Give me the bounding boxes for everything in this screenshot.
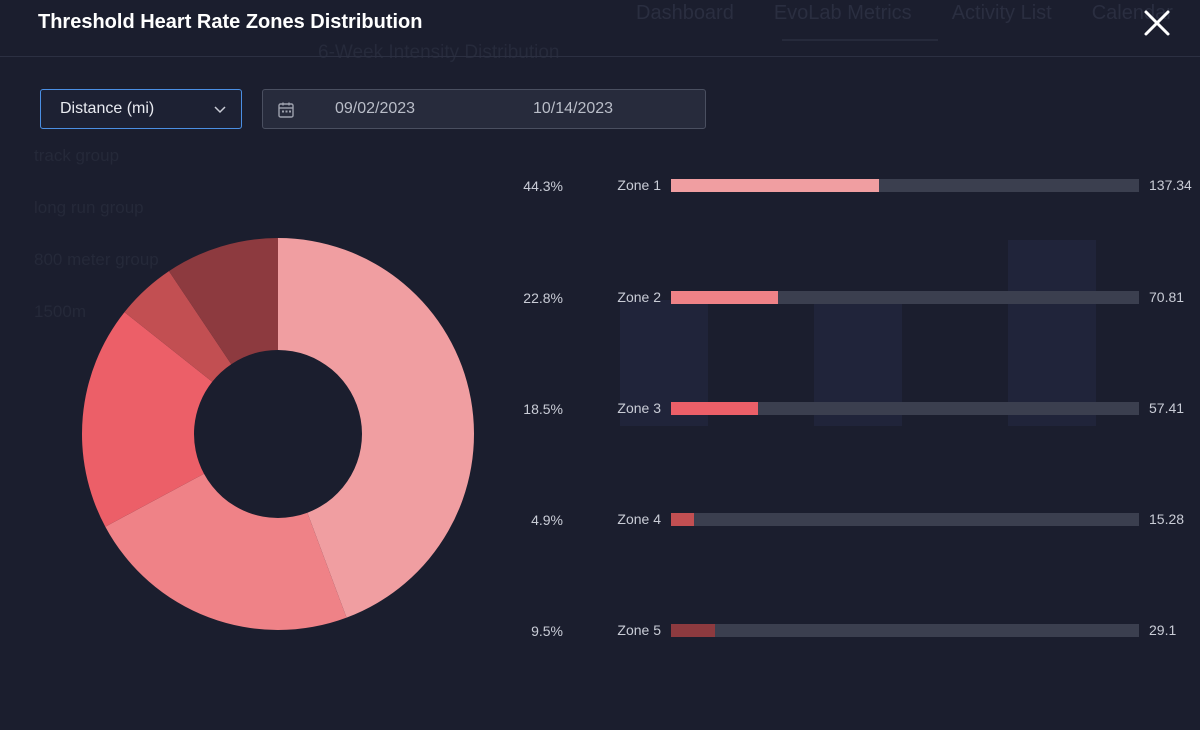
zone-percent-label: 4.9% [531, 512, 563, 528]
donut-slice-zone-1[interactable] [278, 238, 474, 618]
zone-percent-label: 9.5% [531, 623, 563, 639]
date-range-picker[interactable]: 09/02/2023 10/14/2023 [262, 89, 706, 129]
donut-slice-zone-4[interactable] [124, 271, 232, 382]
zone-bar-track [671, 624, 1139, 637]
zone-percent-label: 44.3% [523, 178, 563, 194]
zone-label: Zone 3 [617, 400, 661, 416]
zone-label: Zone 1 [617, 177, 661, 193]
metric-select-value: Distance (mi) [60, 100, 155, 117]
donut-slice-zone-5[interactable] [168, 238, 278, 365]
zone-bar-fill [671, 179, 879, 192]
zone-bar-track [671, 513, 1139, 526]
zone-percent-label: 22.8% [523, 290, 563, 306]
metric-select[interactable]: Distance (mi) [40, 89, 242, 129]
zone-label: Zone 4 [617, 511, 661, 527]
donut-slice-zone-3[interactable] [81, 312, 213, 527]
zone-label: Zone 5 [617, 622, 661, 638]
chevron-down-icon [214, 106, 226, 114]
zone-value-label: 57.41 [1149, 400, 1185, 416]
zone-value-label: 137.34 [1149, 177, 1192, 193]
close-icon [1144, 10, 1170, 36]
close-button[interactable] [1140, 6, 1174, 40]
zone-bar-fill [671, 624, 715, 637]
zone-bar-track [671, 402, 1139, 415]
zone-value-label: 70.81 [1149, 289, 1185, 305]
zone-bar-fill [671, 513, 694, 526]
zone-label: Zone 2 [617, 289, 661, 305]
calendar-icon [278, 102, 294, 118]
start-date-input[interactable]: 09/02/2023 [335, 100, 416, 117]
end-date-input[interactable]: 10/14/2023 [533, 100, 614, 117]
modal-header: Threshold Heart Rate Zones Distribution [0, 0, 1200, 57]
zone-bar-fill [671, 402, 758, 415]
zone-bar-track [671, 291, 1139, 304]
modal-title: Threshold Heart Rate Zones Distribution [38, 11, 423, 33]
zone-bar-track [671, 179, 1139, 192]
zone-value-label: 15.28 [1149, 511, 1185, 527]
donut-slice-zone-2[interactable] [105, 473, 347, 630]
zone-bar-fill [671, 291, 778, 304]
zone-percent-label: 18.5% [523, 401, 563, 417]
zone-value-label: 29.1 [1149, 622, 1177, 638]
